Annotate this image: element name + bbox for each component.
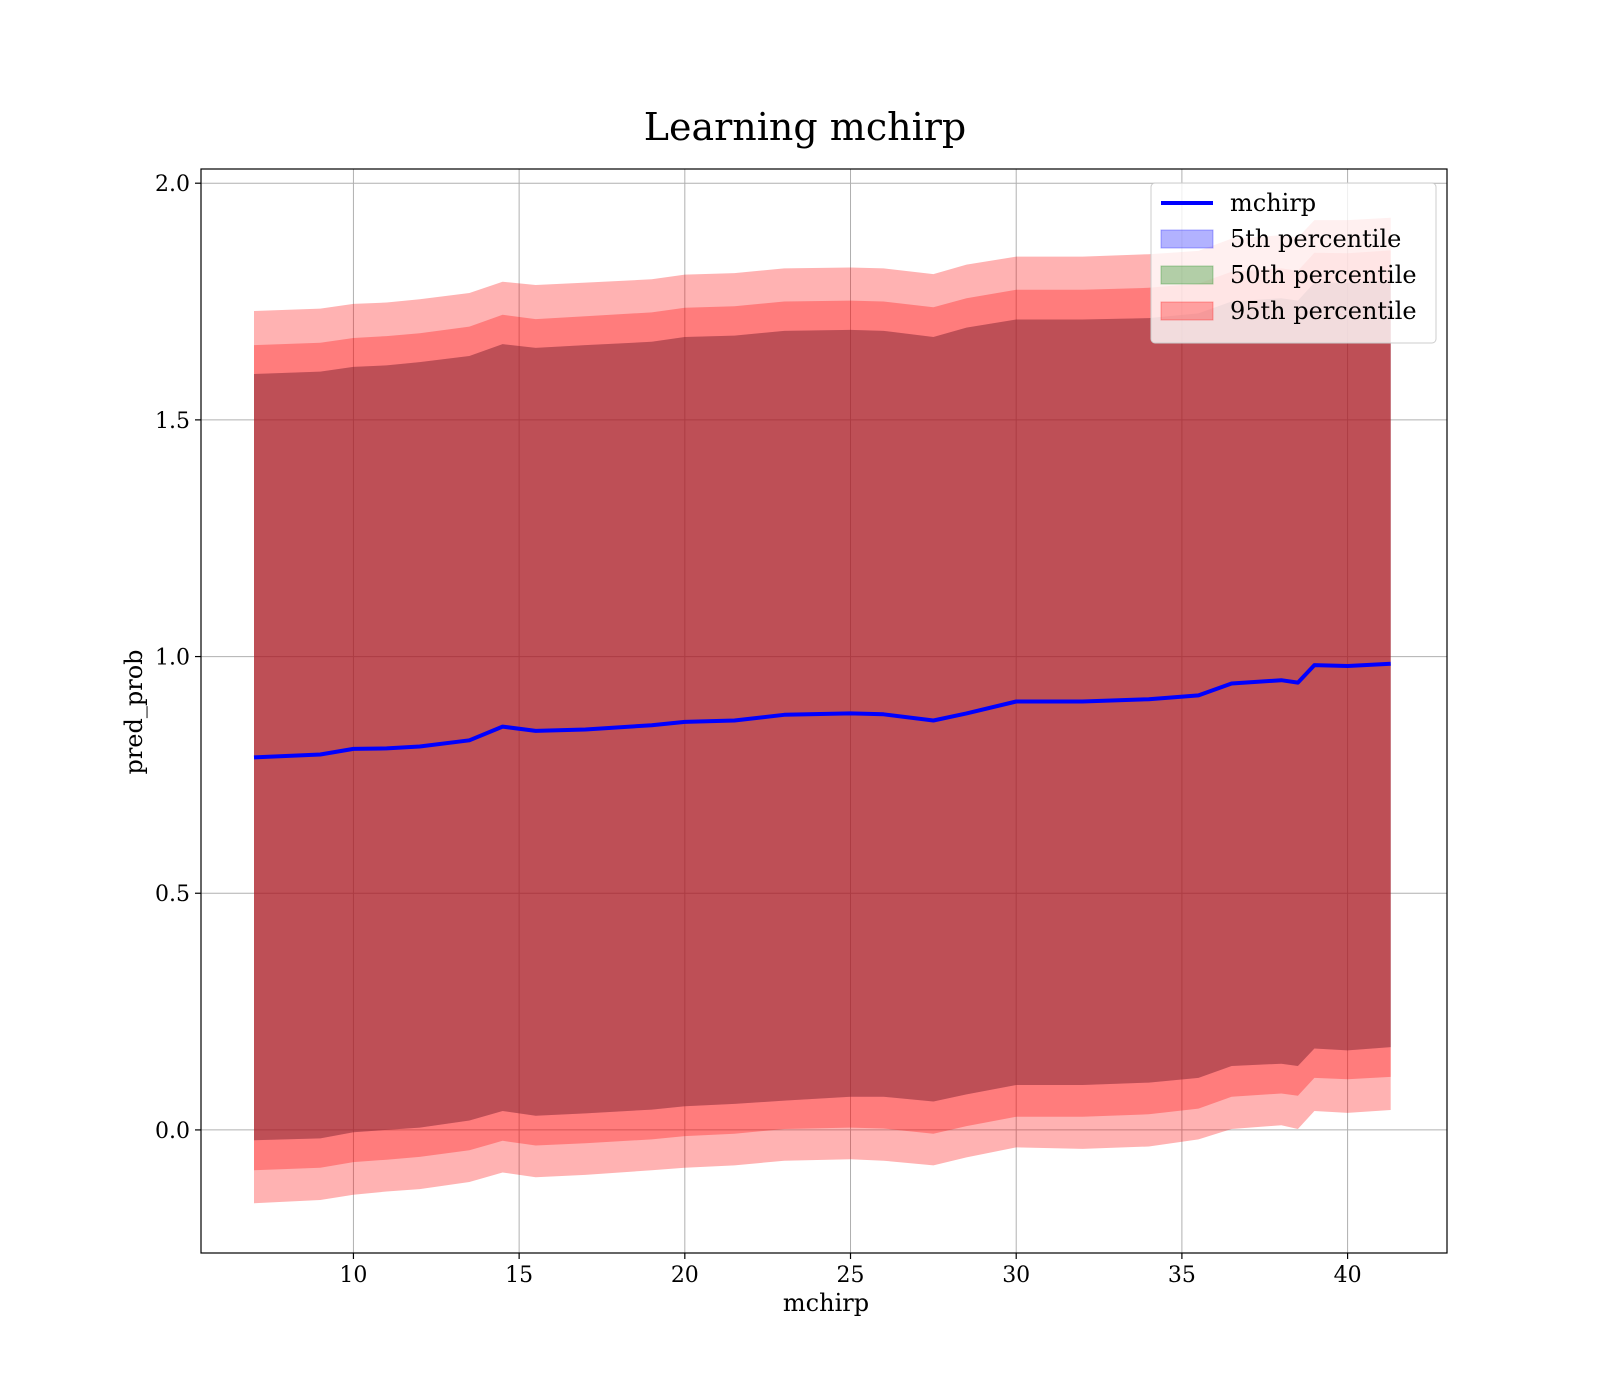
band-2	[254, 280, 1391, 1141]
x-axis-ticks: 10 15 20 25 30 35 40	[339, 1253, 1362, 1288]
legend-swatch-1	[1160, 229, 1214, 249]
band-4	[254, 250, 1391, 1171]
legend-box	[1150, 182, 1437, 344]
x-tick-label-6: 40	[1334, 1263, 1362, 1288]
legend-swatch-3	[1160, 301, 1214, 321]
x-tick-label-3: 25	[837, 1263, 865, 1288]
legend-label-3: 95th percentile	[1230, 297, 1417, 325]
x-tick-label-5: 35	[1168, 1263, 1196, 1288]
series-line-0	[253, 661, 1391, 760]
bands	[254, 217, 1391, 1204]
x-tick-label-1: 15	[505, 1263, 533, 1288]
y-axis-label: pred_prob	[120, 649, 148, 774]
y-axis-ticks: 0.0 0.5 1.0 1.5 2.0	[155, 172, 201, 1144]
y-tick-label-4: 2.0	[155, 172, 190, 197]
grid	[201, 169, 1447, 1253]
legend-swatch-2	[1160, 265, 1214, 285]
legend-label-0: mchirp	[1230, 189, 1316, 217]
chart-title: Learning mchirp	[644, 105, 966, 149]
band-3	[254, 217, 1391, 1204]
lines	[253, 661, 1391, 760]
y-tick-label-2: 1.0	[155, 646, 190, 671]
x-tick-label-4: 30	[1002, 1263, 1030, 1288]
x-tick-label-0: 10	[339, 1263, 367, 1288]
x-tick-label-2: 20	[671, 1263, 699, 1288]
y-tick-label-0: 0.0	[155, 1119, 190, 1144]
plot-frame	[200, 168, 1448, 1254]
legend-label-2: 50th percentile	[1230, 261, 1417, 289]
x-axis-label: mchirp	[783, 1289, 869, 1317]
y-tick-label-1: 0.5	[155, 882, 190, 907]
band-1	[254, 280, 1391, 1141]
legend: mchirp 5th percentile 50th percentile 95th …	[1150, 182, 1437, 344]
legend-label-1: 5th percentile	[1230, 225, 1401, 253]
y-tick-label-3: 1.5	[155, 409, 190, 434]
plot-area	[200, 168, 1448, 1254]
